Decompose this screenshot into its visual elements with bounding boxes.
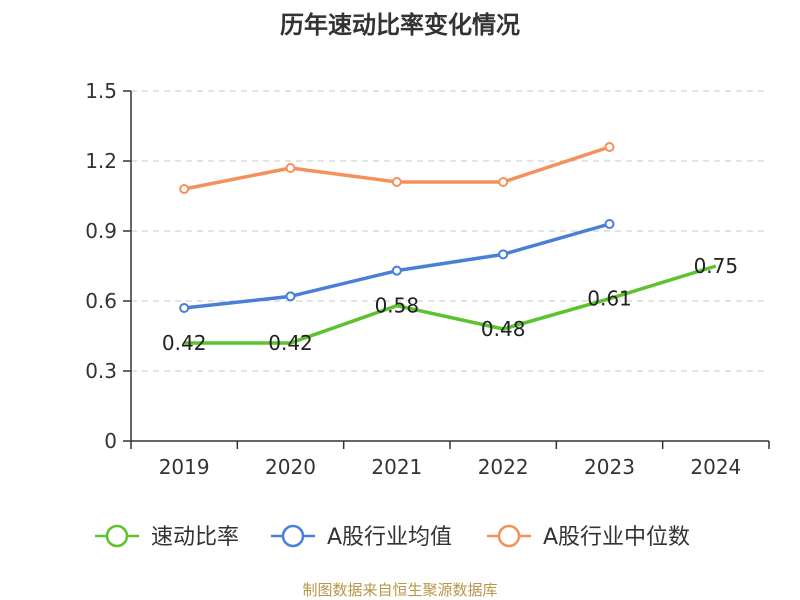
x-tick-label: 2022 xyxy=(478,455,529,479)
legend-label: A股行业均值 xyxy=(327,525,452,550)
y-tick-label: 0.6 xyxy=(85,289,117,313)
series-point-2 xyxy=(391,177,402,187)
legend-item-0: 速动比率 xyxy=(95,524,239,550)
x-tick-label: 2020 xyxy=(265,455,316,479)
source-note: 制图数据来自恒生聚源数据库 xyxy=(302,581,497,599)
data-labels: 0.42 0.42 0.58 0.48 0.61 0.75 xyxy=(162,254,738,355)
series-point-1 xyxy=(604,219,615,229)
legend-item-2: A股行业中位数 xyxy=(487,524,690,550)
x-tick-label: 2023 xyxy=(584,455,635,479)
series-layer xyxy=(179,142,717,345)
series-point-2 xyxy=(498,177,509,187)
series-point-2 xyxy=(179,184,190,194)
series-point-2 xyxy=(285,163,296,173)
legend-label: A股行业中位数 xyxy=(543,525,690,550)
y-tick-label: 0.9 xyxy=(85,219,117,243)
x-tick-label: 2021 xyxy=(371,455,422,479)
y-tick-label: 0 xyxy=(104,429,117,453)
legend-marker xyxy=(281,524,305,548)
data-label: 0.61 xyxy=(587,287,632,311)
series-point-1 xyxy=(391,265,402,276)
data-label: 0.42 xyxy=(162,331,207,355)
legend-marker xyxy=(105,524,129,548)
series-point-1 xyxy=(498,249,509,260)
legend-label: 速动比率 xyxy=(151,525,239,550)
legend: 速动比率 A股行业均值 A股行业中位数 xyxy=(95,524,690,550)
series-point-1 xyxy=(285,291,296,302)
data-label: 0.42 xyxy=(268,331,313,355)
data-label: 0.48 xyxy=(481,317,526,341)
y-tick-label: 1.5 xyxy=(85,79,117,103)
data-label: 0.75 xyxy=(694,254,739,278)
y-tick-label: 0.3 xyxy=(85,359,117,383)
legend-item-1: A股行业均值 xyxy=(271,524,452,550)
series-point-1 xyxy=(179,303,190,313)
axes: 0 0.3 0.6 0.9 1.2 1.5 2019 2020 2021 2022 2023 2024 xyxy=(85,79,770,479)
x-tick-label: 2024 xyxy=(690,455,741,479)
grid-lines xyxy=(131,90,769,372)
y-tick-label: 1.2 xyxy=(85,149,117,173)
data-label: 0.58 xyxy=(375,294,420,318)
x-tick-label: 2019 xyxy=(159,455,210,479)
chart-title: 历年速动比率变化情况 xyxy=(280,11,520,39)
legend-marker xyxy=(497,524,521,548)
series-line-0 xyxy=(184,264,717,345)
series-point-2 xyxy=(604,142,615,152)
